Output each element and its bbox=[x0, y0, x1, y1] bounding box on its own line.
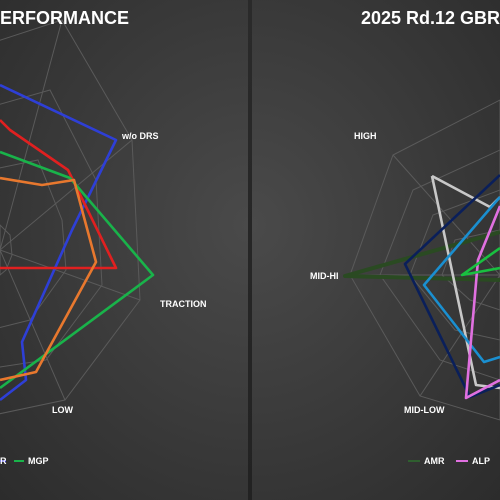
right-series-lime bbox=[460, 246, 500, 277]
legend-label-alp: ALP bbox=[472, 456, 490, 466]
right-radar-grid bbox=[349, 99, 500, 421]
left-spoke-4 bbox=[0, 19, 63, 251]
panel-divider bbox=[248, 0, 252, 500]
left-grid-ring-3 bbox=[0, 159, 67, 329]
left-spoke-2 bbox=[0, 249, 141, 301]
left-series-green bbox=[0, 150, 155, 390]
right-chart-title: 2025 Rd.12 GBR bbox=[361, 8, 500, 28]
axis-label-mid-low: MID-LOW bbox=[404, 405, 445, 415]
legend-label-r: R bbox=[0, 456, 7, 466]
left-series-red bbox=[0, 119, 118, 270]
axis-label-mid-hi: MID-HI bbox=[310, 271, 339, 281]
right-grid-ring-inner bbox=[441, 229, 500, 311]
right-grid-ring-2 bbox=[379, 149, 500, 381]
left-series-orange bbox=[0, 176, 98, 382]
axis-label-high: HIGH bbox=[354, 131, 377, 141]
legend-label-mgp: MGP bbox=[28, 456, 49, 466]
left-grid-ring-outer bbox=[0, 19, 141, 415]
legend-label-amr: AMR bbox=[424, 456, 445, 466]
left-radar-grid bbox=[0, 19, 141, 415]
right-grid-ring-outer bbox=[349, 99, 500, 421]
right-series-group bbox=[343, 174, 500, 400]
left-chart-title: ERFORMANCE bbox=[0, 8, 129, 28]
left-series-group bbox=[0, 83, 155, 402]
axis-label-traction: TRACTION bbox=[160, 299, 207, 309]
left-legend: R MGP bbox=[0, 456, 49, 466]
right-grid-ring-3 bbox=[409, 189, 500, 341]
right-series-pink bbox=[464, 205, 500, 400]
axis-label-wo-drs: w/o DRS bbox=[121, 131, 159, 141]
left-spoke-3 bbox=[0, 249, 66, 401]
right-spoke-midlow bbox=[419, 274, 500, 397]
right-series-darkgreen bbox=[343, 230, 500, 282]
right-spoke-high bbox=[392, 154, 500, 276]
left-grid-ring-inner bbox=[0, 224, 13, 276]
left-series-blue bbox=[0, 83, 118, 402]
right-series-skyblue bbox=[422, 196, 500, 364]
left-spoke-1 bbox=[0, 139, 133, 251]
right-series-navy bbox=[403, 174, 500, 399]
left-grid-ring-2 bbox=[0, 89, 103, 368]
right-legend: AMR ALP bbox=[408, 456, 490, 466]
axis-label-low: LOW bbox=[52, 405, 73, 415]
